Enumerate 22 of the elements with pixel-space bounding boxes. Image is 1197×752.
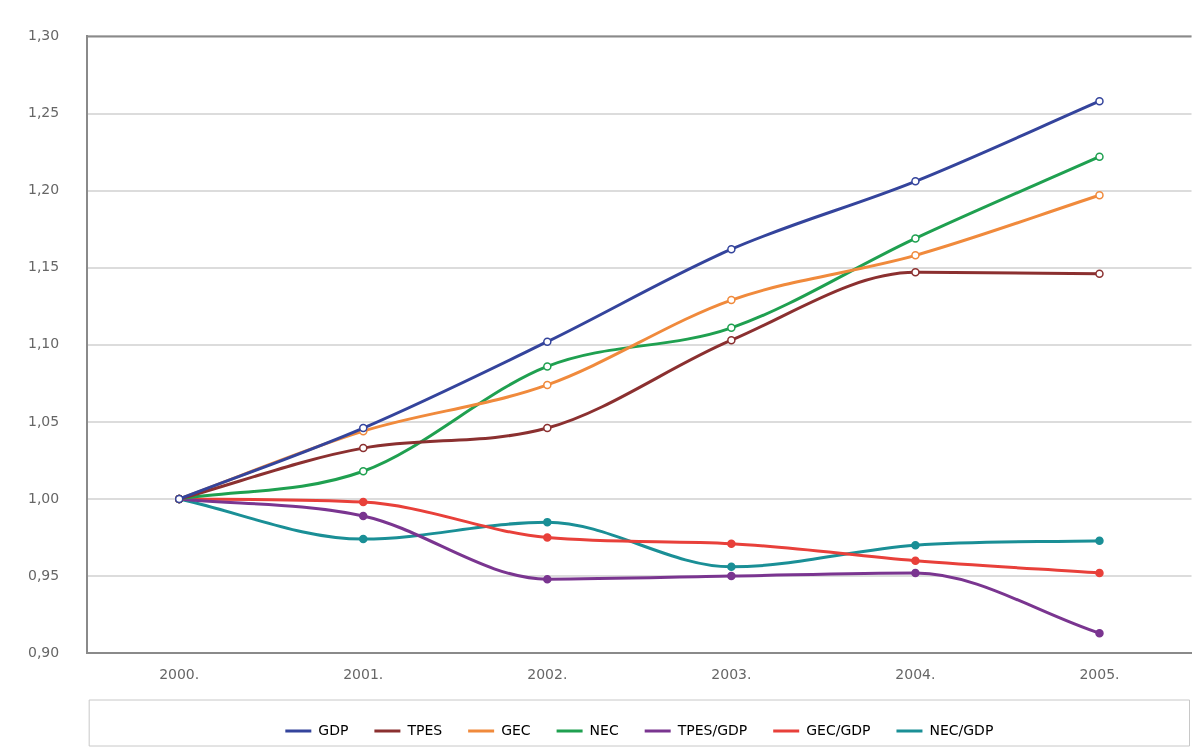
y-tick-label: 1,00	[28, 489, 60, 506]
x-tick-label: 2000.	[159, 666, 200, 683]
y-tick-label: 1,05	[28, 412, 60, 429]
x-tick-label: 2002.	[527, 666, 568, 683]
legend-label: GDP	[318, 721, 349, 738]
y-tick-label: 1,10	[28, 335, 60, 352]
x-tick-label: 2005.	[1079, 666, 1120, 683]
y-tick-label: 1,30	[28, 27, 60, 44]
legend-label: NEC/GDP	[929, 721, 994, 738]
legend-label: GEC	[501, 721, 531, 738]
y-tick-label: 1,25	[28, 104, 60, 121]
y-tick-label: 1,15	[28, 258, 60, 275]
x-tick-label: 2004.	[895, 666, 936, 683]
legend-label: NEC	[589, 721, 619, 738]
y-tick-label: 1,20	[28, 181, 60, 198]
y-tick-label: 0,95	[28, 566, 60, 583]
legend-label: GEC/GDP	[806, 721, 871, 738]
x-tick-label: 2001.	[343, 666, 384, 683]
y-tick-label: 0,90	[28, 643, 60, 660]
x-tick-label: 2003.	[711, 666, 752, 683]
legend-label: TPES/GDP	[676, 721, 748, 738]
legend-label: TPES	[406, 721, 443, 738]
